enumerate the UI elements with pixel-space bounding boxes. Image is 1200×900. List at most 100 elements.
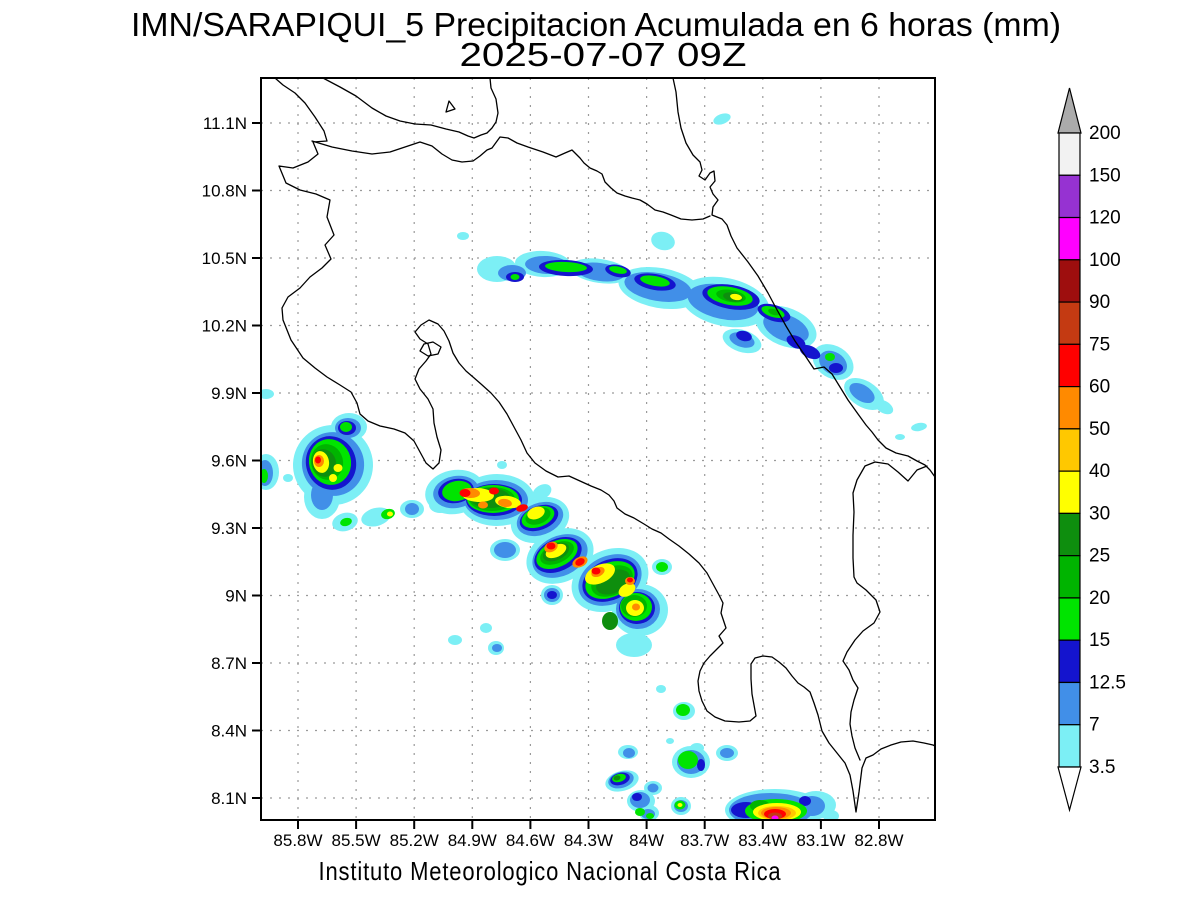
y-tick-label: 9.3N (211, 519, 247, 538)
colorbar-segment (1058, 470, 1081, 514)
precip-cell-3.5mm (874, 399, 894, 415)
plot-subtitle-datetime: 2025-07-07 09Z (460, 36, 747, 73)
precip-cell-60mm (459, 489, 471, 497)
precip-cell-60mm (315, 456, 321, 464)
precip-cell-3.5mm (497, 461, 507, 469)
precip-cell-7mm (849, 382, 875, 404)
colorbar-label: 120 (1089, 208, 1121, 229)
precip-cell-30mm (730, 293, 742, 301)
precip-cell-100mm (771, 815, 779, 820)
precip-cell-60mm (575, 558, 585, 566)
precip-cell-3.5mm (651, 231, 675, 251)
island-ometepe (445, 100, 456, 113)
colorbar-under-arrow (1057, 766, 1082, 813)
precip-cell-50mm (478, 501, 488, 509)
precip-cell-25mm (602, 612, 618, 630)
precip-cell-15mm (656, 562, 668, 572)
precip-cell-3.5mm (261, 389, 274, 399)
x-tick-label: 84W (629, 831, 664, 850)
colorbar-label: 7 (1089, 715, 1100, 736)
precip-cell-7mm (494, 542, 516, 558)
precip-cell-30mm (387, 511, 393, 517)
plot-title: IMN/SARAPIQUI_5 Precipitacion Acumulada … (131, 6, 1061, 43)
precip-cell-3.5mm (666, 738, 674, 744)
coastline-pacific (274, 78, 935, 813)
x-tick-label: 83.7W (680, 831, 729, 850)
map-frame (260, 77, 936, 821)
colorbar-label: 3.5 (1089, 757, 1115, 778)
precip-cell-12.5mm (829, 363, 843, 373)
y-tick-label: 8.4N (211, 722, 247, 741)
precip-cell-60mm (591, 567, 601, 575)
precip-cell-7mm (405, 503, 419, 515)
precip-cell-3.5mm (457, 232, 469, 240)
y-tick-label: 10.5N (202, 249, 247, 268)
precip-cell-12.5mm (697, 759, 705, 771)
colorbar-label: 60 (1089, 377, 1110, 398)
colorbar-segment (1058, 597, 1081, 641)
precip-cell-3.5mm (823, 810, 839, 820)
island-gulf-nicoya (419, 341, 442, 357)
colorbar-over-arrow (1057, 87, 1082, 134)
colorbar-label: 40 (1089, 461, 1110, 482)
precip-cell-3.5mm (532, 484, 552, 500)
precip-cell-60mm (516, 504, 528, 512)
border-nicaragua (311, 136, 711, 221)
y-tick-label: 9N (225, 587, 247, 606)
border-panama (842, 461, 928, 761)
x-tick-label: 82.8W (854, 831, 903, 850)
colorbar-segment (1058, 428, 1081, 472)
precip-cell-12.5mm (547, 591, 557, 599)
y-axis: 11.1N 10.8N 10.5N 10.2N 9.9N 9.6N 9.3N 9N 8.7N 8.… (202, 114, 261, 808)
precip-cell-3.5mm (283, 474, 293, 482)
x-tick-label: 84.3W (564, 831, 613, 850)
precip-cell-15mm (340, 517, 352, 527)
colorbar-label: 75 (1089, 334, 1110, 355)
y-tick-label: 11.1N (203, 114, 247, 133)
coastlines (274, 78, 935, 813)
y-tick-label: 8.7N (211, 654, 247, 673)
colorbar-label: 50 (1089, 419, 1110, 440)
colorbar-label: 20 (1089, 588, 1110, 609)
colorbar-segment (1058, 174, 1081, 219)
precip-cell-7mm (647, 783, 659, 793)
precip-cell-15mm (825, 353, 835, 361)
precip-cell-15mm (640, 275, 670, 287)
colorbar-label: 150 (1089, 165, 1121, 186)
colorbar-segment (1058, 386, 1081, 430)
colorbar-legend: 200 150 120 100 90 75 60 50 40 30 25 20 15 12.5 7 3.5 (1057, 87, 1126, 813)
colorbar-segment (1058, 639, 1081, 684)
precip-cell-15mm (261, 469, 268, 483)
colorbar-segment (1058, 555, 1081, 599)
precip-cell-15mm (510, 274, 520, 280)
colorbar-label: 200 (1089, 123, 1121, 144)
precip-cell-3.5mm (616, 633, 652, 657)
precip-cell-7mm (492, 644, 502, 652)
y-tick-label: 10.2N (202, 317, 247, 336)
precip-cell-15mm (635, 808, 645, 816)
precip-cell-15mm (678, 751, 698, 769)
y-tick-label: 10.8N (202, 182, 247, 201)
x-tick-label: 84.9W (448, 831, 497, 850)
colorbar-segment (1058, 132, 1081, 176)
colorbar-label: 100 (1089, 250, 1121, 271)
precip-cell-15mm (609, 266, 627, 274)
colorbar-segment (1058, 259, 1081, 303)
precip-cell-3.5mm (713, 113, 731, 125)
x-tick-label: 85.5W (332, 831, 381, 850)
colorbar-label: 30 (1089, 503, 1110, 524)
colorbar-label: 25 (1089, 546, 1110, 567)
precip-cell-30mm (618, 583, 636, 597)
colorbar-label: 12.5 (1089, 672, 1126, 693)
x-tick-label: 85.2W (390, 831, 439, 850)
precip-cell-3.5mm (895, 434, 905, 440)
x-tick-label: 85.8W (273, 831, 322, 850)
precip-cell-3.5mm (656, 685, 666, 693)
x-tick-label: 83.4W (738, 831, 787, 850)
precipitation-layer (261, 113, 927, 820)
precip-cell-30mm (527, 506, 545, 520)
precip-cell-15mm (340, 422, 352, 432)
y-tick-label: 8.1N (211, 789, 247, 808)
precip-cell-50mm (498, 498, 512, 508)
